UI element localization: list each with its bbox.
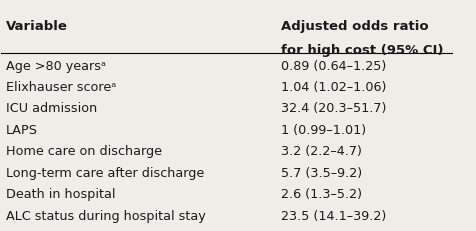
Text: ALC status during hospital stay: ALC status during hospital stay: [6, 209, 206, 222]
Text: LAPS: LAPS: [6, 123, 38, 136]
Text: Adjusted odds ratio: Adjusted odds ratio: [281, 20, 428, 33]
Text: 3.2 (2.2–4.7): 3.2 (2.2–4.7): [281, 145, 362, 158]
Text: 1 (0.99–1.01): 1 (0.99–1.01): [281, 123, 366, 136]
Text: 0.89 (0.64–1.25): 0.89 (0.64–1.25): [281, 59, 386, 72]
Text: 1.04 (1.02–1.06): 1.04 (1.02–1.06): [281, 81, 387, 94]
Text: ICU admission: ICU admission: [6, 102, 97, 115]
Text: Elixhauser scoreᵃ: Elixhauser scoreᵃ: [6, 81, 116, 94]
Text: for high cost (95% CI): for high cost (95% CI): [281, 44, 444, 57]
Text: 5.7 (3.5–9.2): 5.7 (3.5–9.2): [281, 166, 362, 179]
Text: 2.6 (1.3–5.2): 2.6 (1.3–5.2): [281, 188, 362, 201]
Text: 23.5 (14.1–39.2): 23.5 (14.1–39.2): [281, 209, 386, 222]
Text: Long-term care after discharge: Long-term care after discharge: [6, 166, 204, 179]
Text: Age >80 yearsᵃ: Age >80 yearsᵃ: [6, 59, 106, 72]
Text: 32.4 (20.3–51.7): 32.4 (20.3–51.7): [281, 102, 387, 115]
Text: Home care on discharge: Home care on discharge: [6, 145, 162, 158]
Text: Death in hospital: Death in hospital: [6, 188, 115, 201]
Text: Variable: Variable: [6, 20, 68, 33]
